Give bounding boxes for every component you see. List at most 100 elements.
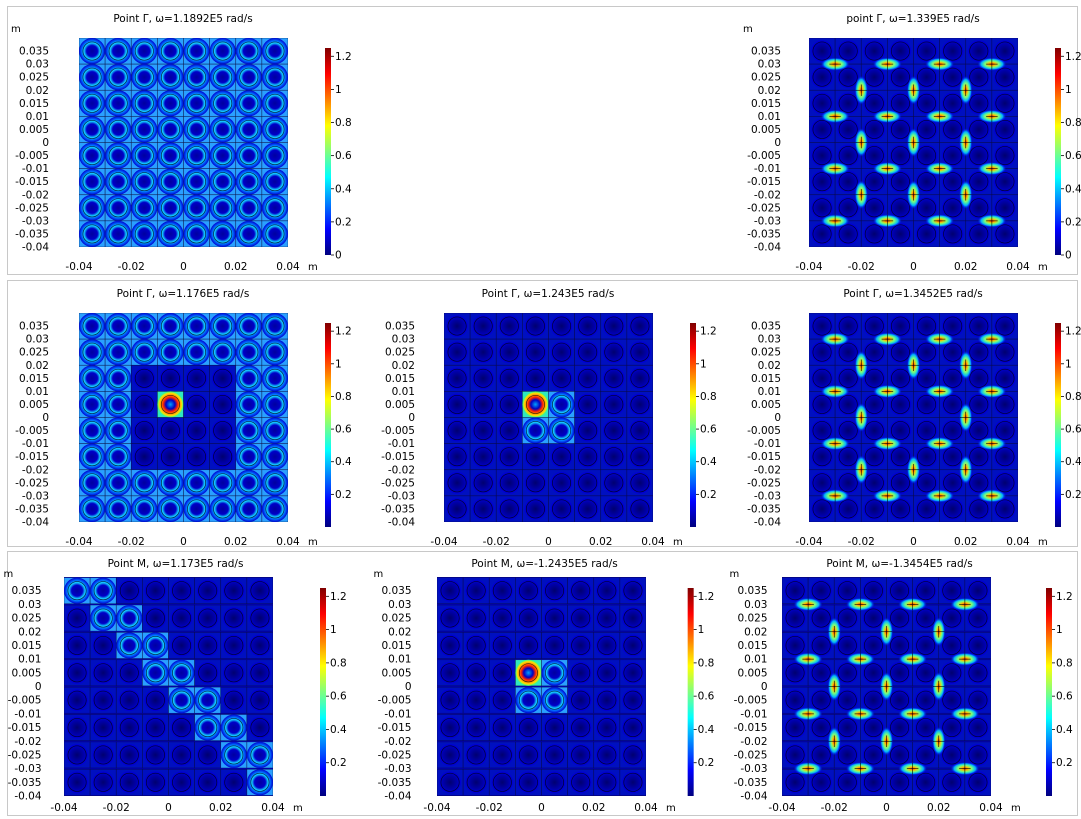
field-mode-6-3 — [602, 393, 625, 416]
field-mode-7-1 — [993, 341, 1016, 364]
inclusion-ring-1-2 — [473, 368, 493, 388]
inclusion-ring-1-4 — [93, 690, 113, 710]
inclusion-ring-1-7 — [473, 499, 493, 519]
field-mode-2-0 — [491, 579, 514, 602]
inclusion-ring-7-1 — [630, 342, 650, 362]
inclusion-ring-6-1 — [239, 342, 259, 362]
x-tick-label: -0.02 — [821, 802, 848, 814]
field-mode-2-4 — [491, 689, 514, 712]
field-mode-0-3 — [66, 661, 89, 684]
field-mode-5-2 — [941, 92, 964, 115]
y-tick-label: 0.005 — [19, 124, 49, 136]
inclusion-ring-2-4 — [492, 690, 512, 710]
inclusion-ring-4-6 — [172, 745, 192, 765]
inclusion-ring-5-5 — [916, 718, 936, 738]
y-tick-label: -0.04 — [14, 791, 41, 803]
inclusion-ring-5-5 — [213, 172, 233, 192]
field-mode-2-5 — [836, 716, 859, 739]
field-mode-6-4 — [967, 144, 990, 167]
x-tick-label: -0.04 — [795, 536, 822, 548]
field-mode-3-6 — [144, 743, 167, 766]
inclusion-ring-5-3 — [916, 663, 936, 683]
field-mode-6-2 — [967, 367, 990, 390]
inclusion-ring-7-2 — [630, 368, 650, 388]
field-mode-5-0 — [196, 579, 219, 602]
x-tick-label: 0.02 — [927, 802, 950, 814]
y-tick-label: -0.03 — [22, 215, 49, 227]
panel-title: Point Γ, ω=1.3452E5 rad/s — [843, 288, 982, 300]
inclusion-ring-2-2 — [134, 368, 154, 388]
inclusion-ring-6-7 — [604, 499, 624, 519]
field-mode-5-2 — [211, 367, 234, 390]
inclusion-ring-0-7 — [82, 499, 102, 519]
inclusion-ring-4-0 — [545, 581, 565, 601]
inclusion-ring-1-4 — [108, 421, 128, 441]
inclusion-ring-4-4 — [890, 690, 910, 710]
inclusion-ring-2-3 — [119, 663, 139, 683]
field-mode-2-0 — [118, 579, 141, 602]
y-tick-label: 0.02 — [388, 626, 411, 638]
inclusion-ring-0-7 — [812, 499, 832, 519]
y-tick-label: 0.01 — [388, 654, 411, 666]
y-tick-label: -0.025 — [747, 202, 781, 214]
inclusion-ring-1-7 — [108, 224, 128, 244]
inclusion-ring-2-7 — [837, 772, 857, 792]
inclusion-ring-3-5 — [890, 447, 910, 467]
field-mode-4-7 — [915, 497, 938, 520]
field-mode-4-6 — [915, 471, 938, 494]
inclusion-ring-5-3 — [198, 663, 218, 683]
inclusion-ring-0-4 — [82, 146, 102, 166]
inclusion-ring-7-3 — [265, 394, 285, 414]
colorbar-tick-label: 0.6 — [330, 691, 347, 703]
field-map — [782, 577, 991, 796]
y-tick-label: -0.005 — [8, 695, 42, 707]
inclusion-ring-6-7 — [942, 772, 962, 792]
inclusion-ring-4-2 — [917, 93, 937, 113]
colorbar-tick-label: 0.4 — [1056, 724, 1073, 736]
y-tick-label: 0.02 — [26, 85, 49, 97]
inclusion-ring-7-5 — [265, 447, 285, 467]
y-unit-label: m — [374, 569, 384, 580]
field-mode-6-5 — [602, 445, 625, 468]
field-mode-4-2 — [888, 634, 911, 657]
field-mode-0-4 — [439, 689, 462, 712]
inclusion-ring-0-7 — [785, 772, 805, 792]
inclusion-ring-6-5 — [604, 447, 624, 467]
inclusion-ring-1-6 — [466, 745, 486, 765]
inclusion-ring-0-4 — [812, 421, 832, 441]
inclusion-ring-3-4 — [160, 146, 180, 166]
inclusion-ring-5-0 — [213, 41, 233, 61]
inclusion-ring-4-0 — [917, 41, 937, 61]
inclusion-ring-6-3 — [942, 663, 962, 683]
field-mode-3-6 — [524, 471, 547, 494]
field-mode-7-3 — [621, 661, 644, 684]
y-tick-label: 0.02 — [18, 626, 41, 638]
inclusion-ring-3-3 — [145, 663, 165, 683]
y-tick-label: -0.02 — [388, 464, 415, 476]
x-tick-label: -0.04 — [65, 536, 92, 548]
field-mode-2-6 — [498, 471, 521, 494]
field-mode-5-7 — [576, 497, 599, 520]
colorbar-tick-label: 0.8 — [335, 117, 352, 129]
y-tick-label: 0.015 — [751, 98, 781, 110]
inclusion-ring-2-4 — [499, 421, 519, 441]
y-tick-label: 0.035 — [381, 585, 411, 597]
field-mode-7-4 — [628, 419, 651, 442]
inclusion-ring-4-3 — [890, 663, 910, 683]
field-mode-2-0 — [498, 315, 521, 338]
field-mode-3-2 — [889, 367, 912, 390]
inclusion-ring-3-5 — [160, 447, 180, 467]
inclusion-ring-6-2 — [597, 635, 617, 655]
inclusion-ring-4-7 — [552, 499, 572, 519]
inclusion-ring-0-7 — [812, 224, 832, 244]
inclusion-ring-3-1 — [890, 342, 910, 362]
colorbar-tick-label: 1.2 — [1056, 591, 1073, 603]
field-mode-3-3 — [862, 661, 885, 684]
field-mode-6-4 — [222, 689, 245, 712]
y-tick-label: 0.025 — [737, 613, 767, 625]
y-tick-label: -0.01 — [754, 163, 781, 175]
field-mode-3-2 — [889, 92, 912, 115]
field-mode-7-3 — [993, 118, 1016, 141]
x-tick-label: 0 — [883, 802, 890, 814]
